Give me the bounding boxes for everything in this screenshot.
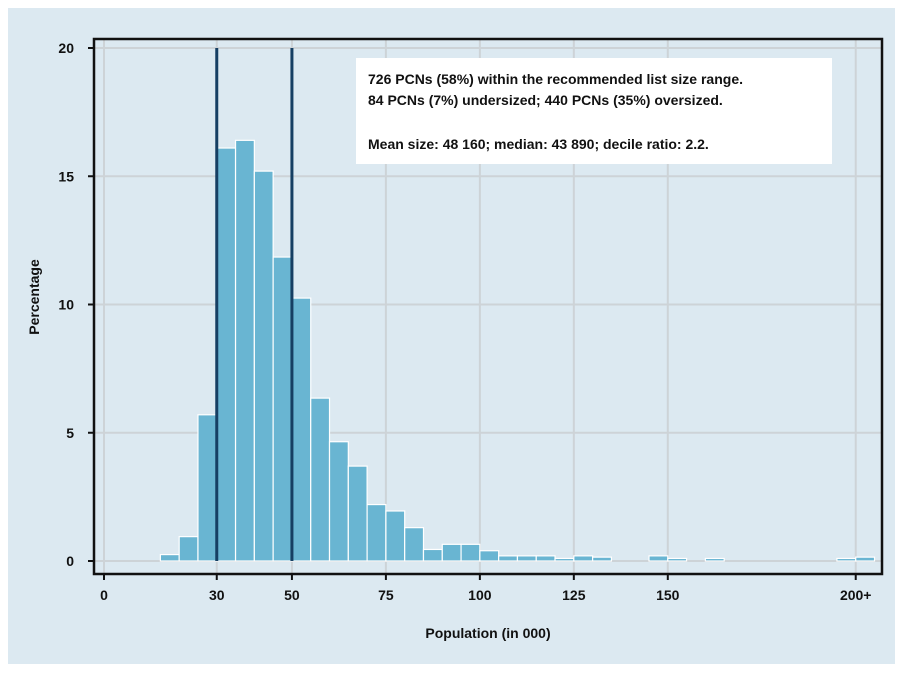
histogram-bar <box>516 555 537 562</box>
histogram-bar <box>159 553 180 562</box>
x-tick-label: 100 <box>468 587 492 603</box>
histogram-bar <box>310 397 331 562</box>
annotation-line-3: Mean size: 48 160; median: 43 890; decil… <box>368 136 709 152</box>
histogram-bar <box>291 297 312 562</box>
histogram-bar <box>592 556 613 562</box>
y-axis-label: Percentage <box>26 259 42 335</box>
plot-frame <box>92 37 884 576</box>
y-tick-label: 5 <box>66 425 74 441</box>
histogram-bar <box>479 550 500 562</box>
histogram-bar <box>422 548 443 562</box>
axes <box>92 37 884 576</box>
histogram-bar <box>855 556 876 562</box>
y-axis-ticks: 0 5 10 15 20 <box>58 40 94 569</box>
y-tick-label: 15 <box>58 168 74 184</box>
histogram-bar <box>498 555 519 562</box>
histogram-bar <box>366 503 387 562</box>
x-tick-label: 50 <box>284 587 300 603</box>
histogram-bar <box>404 527 425 562</box>
histogram-bar <box>328 441 349 562</box>
x-tick-label: 200+ <box>840 587 872 603</box>
annotation-background <box>356 58 832 164</box>
annotation-line-2: 84 PCNs (7%) undersized; 440 PCNs (35%) … <box>368 92 723 108</box>
histogram-bar <box>535 555 556 562</box>
x-tick-label: 30 <box>209 587 225 603</box>
histogram-bar <box>234 139 255 562</box>
histogram-bar <box>347 465 368 562</box>
histogram-bar <box>385 510 406 562</box>
histogram-chart: 726 PCNs (58%) within the recommended li… <box>26 37 884 641</box>
histogram-bar <box>573 555 594 562</box>
histogram-bar <box>648 555 669 562</box>
histogram-bar <box>836 557 857 562</box>
histogram-bar <box>197 414 218 562</box>
histogram-bar <box>272 256 293 562</box>
histogram-figure: 726 PCNs (58%) within the recommended li… <box>8 8 895 664</box>
x-axis-label: Population (in 000) <box>425 625 550 641</box>
x-tick-label: 125 <box>562 587 586 603</box>
histogram-bar <box>667 557 688 562</box>
x-tick-label: 0 <box>100 587 108 603</box>
annotation-box: 726 PCNs (58%) within the recommended li… <box>356 58 832 164</box>
histogram-bar <box>253 170 274 562</box>
histogram-bar <box>178 536 199 562</box>
y-tick-label: 0 <box>66 553 74 569</box>
x-tick-label: 150 <box>656 587 680 603</box>
y-tick-label: 20 <box>58 40 74 56</box>
histogram-bar <box>554 557 575 562</box>
reference-lines <box>215 48 294 561</box>
annotation-line-1: 726 PCNs (58%) within the recommended li… <box>368 71 743 87</box>
x-tick-label: 75 <box>378 587 394 603</box>
histogram-bar <box>704 557 725 562</box>
histogram-bar <box>441 543 462 562</box>
histogram-bar <box>460 543 481 562</box>
y-tick-label: 10 <box>58 297 74 313</box>
x-axis-ticks: 0 30 50 75 100 125 150 200+ <box>100 574 871 603</box>
histogram-bar <box>216 147 237 562</box>
